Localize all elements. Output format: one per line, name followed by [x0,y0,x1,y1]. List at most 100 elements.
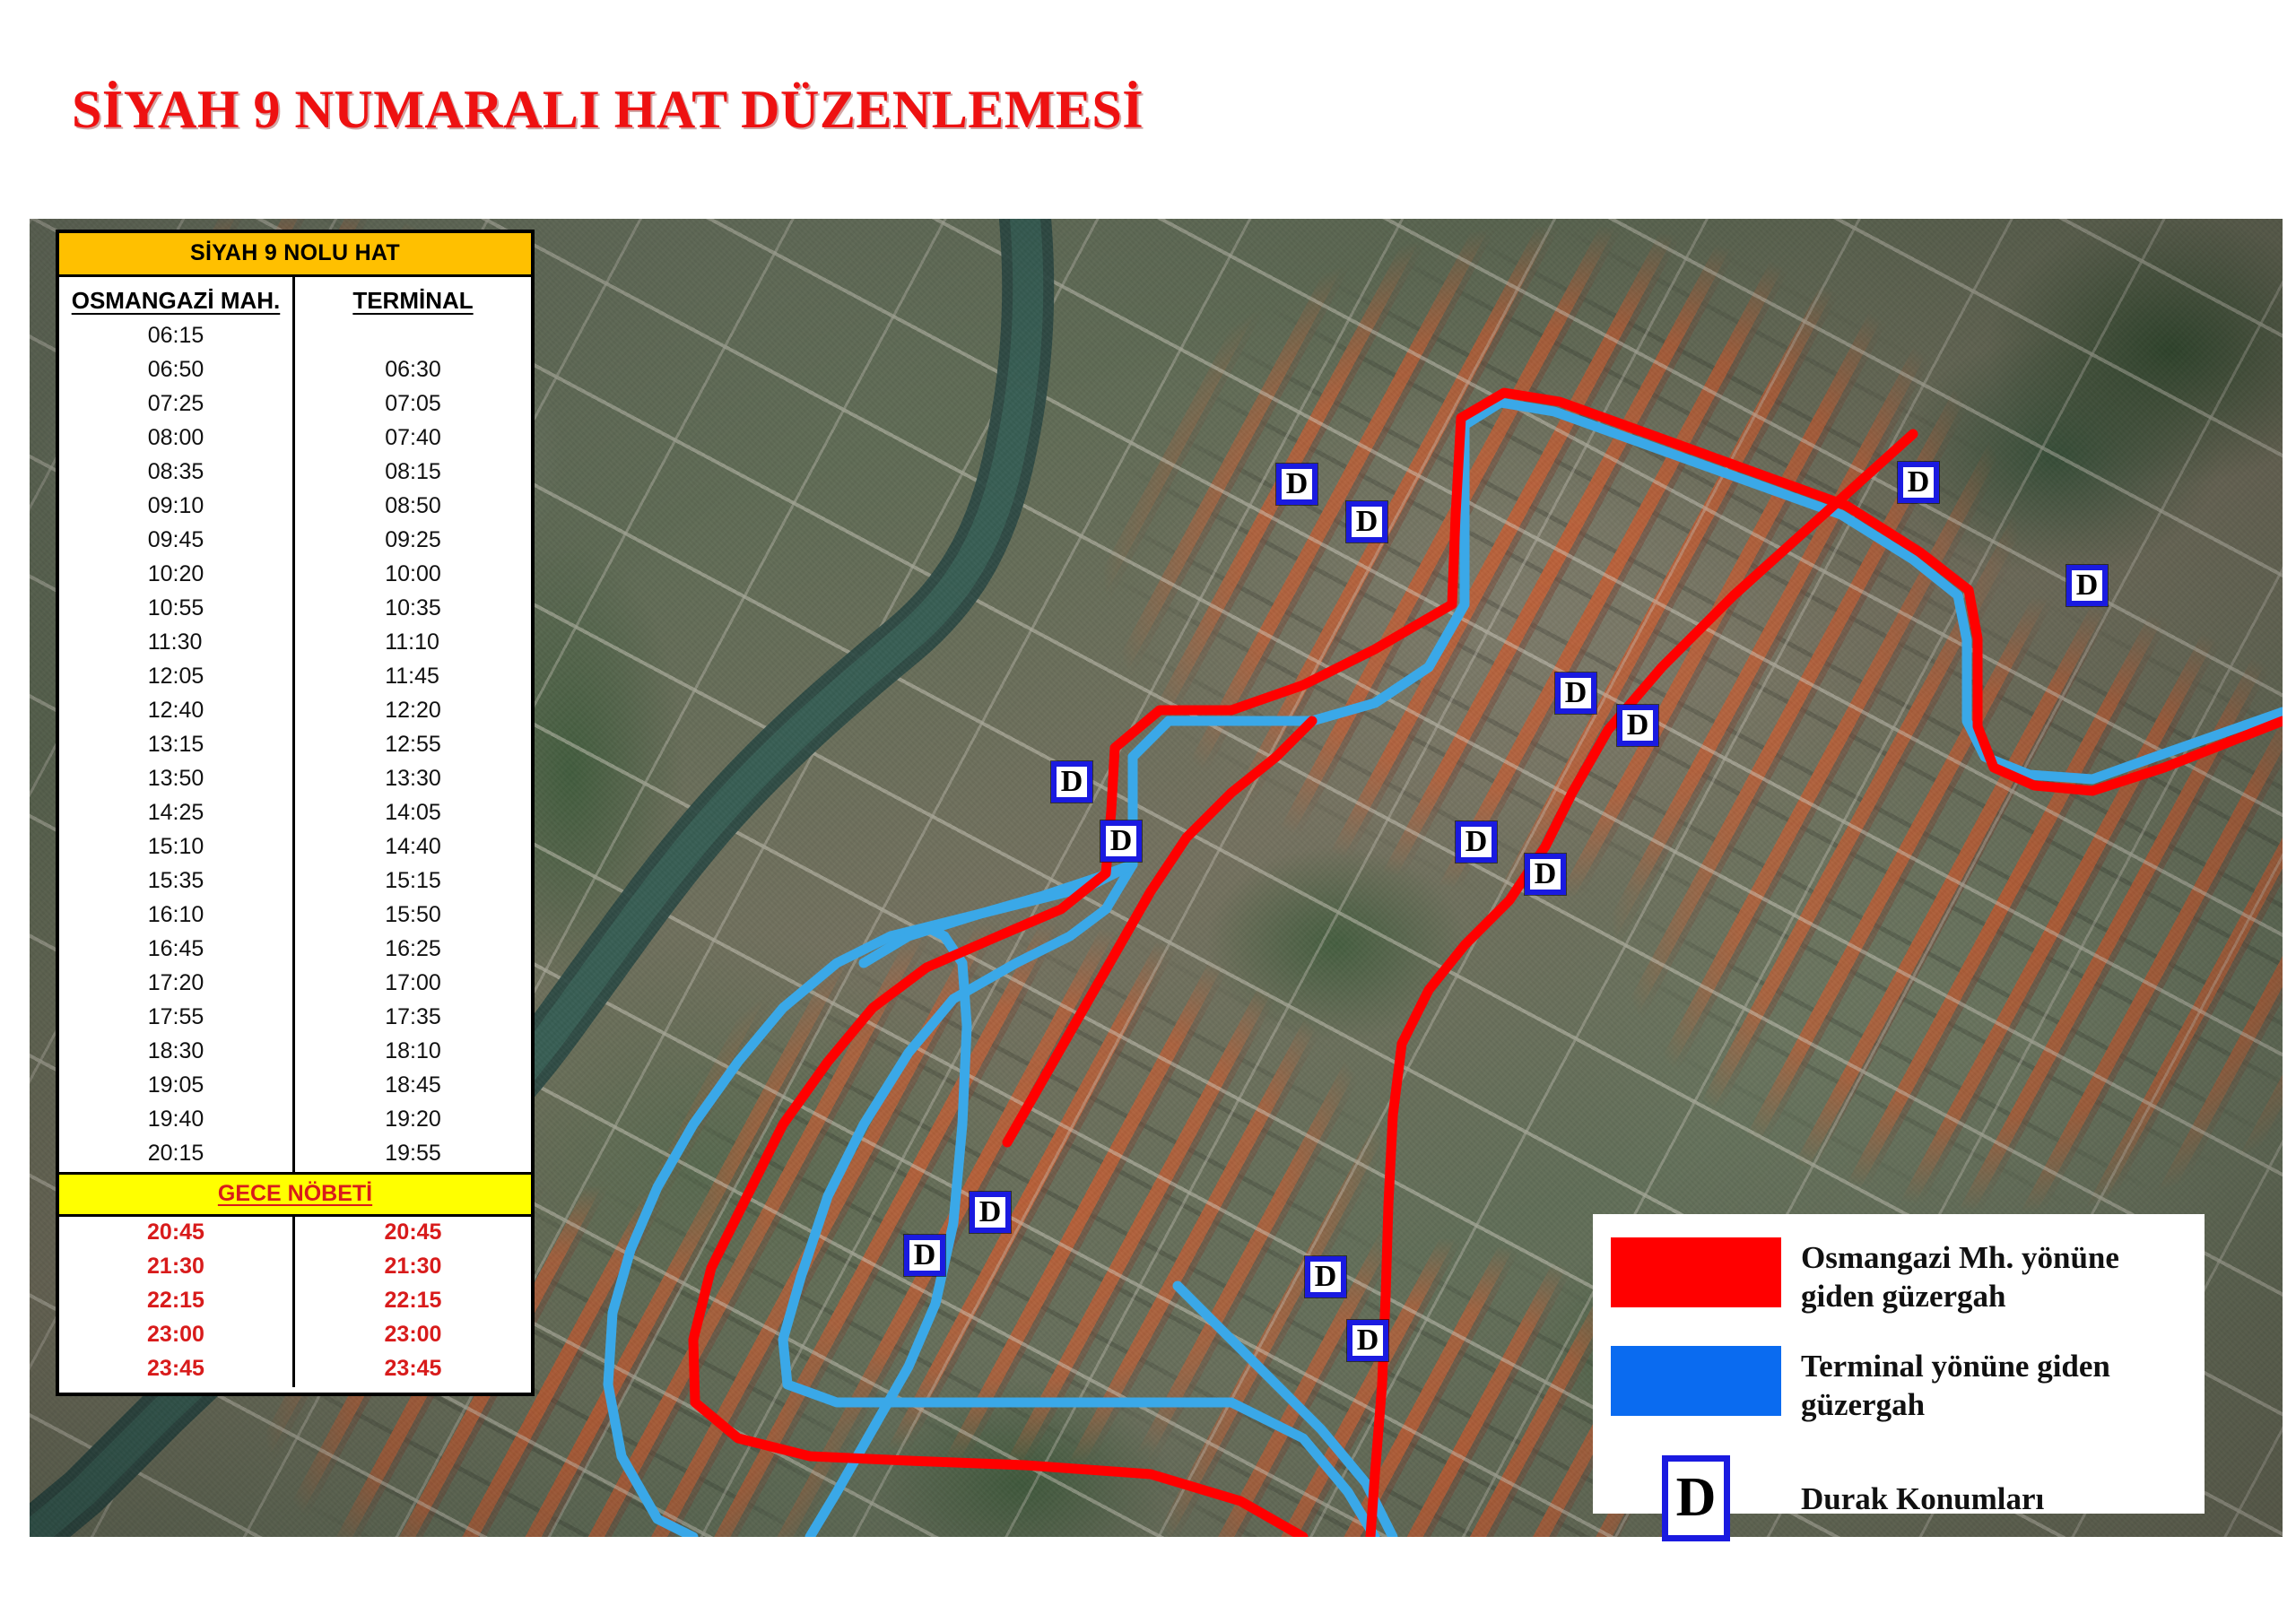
timetable-cell: 23:00 [147,1322,204,1347]
timetable-cell: 21:30 [384,1254,442,1279]
timetable-cell: 21:30 [147,1254,204,1279]
night-column-osmangazi: 20:45 21:30 22:15 23:00 23:45 [59,1217,295,1387]
legend-row-osmangazi: Osmangazi Mh. yönüne giden güzergah [1593,1237,2205,1315]
timetable-cell: 08:50 [385,493,441,518]
night-cells-osmangazi: 20:45 21:30 22:15 23:00 23:45 [147,1217,204,1387]
timetable-cell: 16:10 [147,902,204,927]
timetable-cell: 08:15 [385,459,441,484]
bus-stop-marker[interactable]: D [1617,705,1658,746]
timetable-bottom-padding [59,1387,531,1393]
bus-stop-marker[interactable]: D [1555,673,1596,714]
timetable-cell: 16:25 [385,936,441,961]
timetable-cells-terminal: 06:30 07:05 07:40 08:15 08:50 09:25 10:00 10:35… [385,320,441,1172]
night-column-terminal: 20:45 21:30 22:15 23:00 23:45 [295,1217,531,1387]
column-header-osmangazi: OSMANGAZİ MAH. [71,287,281,314]
timetable-cell: 17:55 [147,1004,204,1029]
timetable-cell: 07:05 [385,391,441,416]
timetable-cell: 20:45 [384,1219,442,1245]
timetable-cell: 20:45 [147,1219,204,1245]
timetable-cell: 19:55 [385,1141,441,1166]
timetable-cell: 09:25 [385,527,441,552]
timetable-cell: 08:00 [147,425,204,450]
timetable-column-osmangazi: OSMANGAZİ MAH. 06:15 06:50 07:25 08:00 08:35… [59,277,295,1172]
timetable-cell: 15:15 [385,868,441,893]
timetable-cell: 17:20 [147,970,204,995]
route-line-osmangazi [1447,387,2283,796]
timetable-cell: 06:30 [385,357,441,382]
bus-stop-marker[interactable]: D [1276,464,1318,505]
night-cells-terminal: 20:45 21:30 22:15 23:00 23:45 [385,1217,442,1387]
timetable-cell: 10:00 [385,561,441,586]
legend-label-terminal: Terminal yönüne giden güzergah [1801,1349,2110,1423]
bus-stop-marker[interactable]: D [1305,1256,1346,1298]
timetable-cell: 14:25 [147,800,204,825]
bus-stop-marker[interactable]: D [970,1192,1011,1233]
timetable-cells-osmangazi: 06:15 06:50 07:25 08:00 08:35 09:10 09:45 10:20… [148,320,204,1172]
timetable-cell: 23:45 [384,1356,442,1381]
timetable-cell: 22:15 [147,1288,204,1313]
page-title: SİYAH 9 NUMARALI HAT DÜZENLEMESİ [72,80,1144,139]
bus-stop-d-icon: D [1662,1454,1730,1541]
timetable-cell: 06:50 [147,357,204,382]
timetable-grid: OSMANGAZİ MAH. 06:15 06:50 07:25 08:00 08:35… [59,277,531,1172]
timetable-cell: 07:40 [385,425,441,450]
timetable-cell: 15:10 [147,834,204,859]
timetable-cell: 18:30 [147,1038,204,1063]
timetable-cell: 22:15 [384,1288,442,1313]
timetable-cell: 15:35 [147,868,204,893]
timetable-cell: 10:35 [385,595,441,621]
night-section-title: GECE NÖBETİ [59,1172,531,1217]
column-header-terminal: TERMİNAL [352,287,474,314]
timetable-cell: 19:20 [385,1107,441,1132]
timetable-cell: 17:00 [385,970,441,995]
bus-stop-marker[interactable]: D [1525,854,1566,895]
timetable-cell: 13:15 [147,732,204,757]
timetable-title: SİYAH 9 NOLU HAT [59,233,531,277]
timetable-cell: 19:05 [147,1072,204,1098]
legend-label-osmangazi: Osmangazi Mh. yönüne giden güzergah [1801,1240,2119,1314]
timetable-cell: 11:10 [385,629,439,655]
legend-swatch-blue-icon [1611,1346,1781,1417]
timetable-cell: 16:45 [147,936,204,961]
timetable-cell [385,320,441,354]
bus-stop-marker[interactable]: D [1051,761,1092,803]
timetable-cell: 14:05 [385,800,441,825]
bus-stop-marker[interactable]: D [1898,462,1939,503]
night-grid: 20:45 21:30 22:15 23:00 23:45 20:45 21:30 22:1… [59,1217,531,1387]
timetable-cell: 12:40 [147,698,204,723]
timetable-cell: 14:40 [385,834,441,859]
legend-row-stops: D Durak Konumları [1593,1454,2205,1541]
bus-stop-marker[interactable]: D [1346,501,1387,542]
timetable-cell: 11:30 [147,629,203,655]
timetable-cell: 12:20 [385,698,441,723]
timetable-cell: 13:30 [385,766,441,791]
timetable-cell: 06:15 [147,323,204,348]
bus-stop-marker[interactable]: D [1347,1320,1388,1361]
legend-panel: Osmangazi Mh. yönüne giden güzergah Term… [1593,1214,2205,1541]
timetable-cell: 10:55 [147,595,204,621]
timetable-column-terminal: TERMİNAL 06:30 07:05 07:40 08:15 08:50 09:25 1… [295,277,531,1172]
timetable-cell: 12:05 [147,664,204,689]
timetable-cell: 23:45 [147,1356,204,1381]
timetable-cell: 17:35 [385,1004,441,1029]
timetable-cell: 12:55 [385,732,441,757]
timetable-cell: 18:45 [385,1072,441,1098]
bus-route-overlay [603,387,2283,1537]
timetable-cell: 23:00 [384,1322,442,1347]
timetable-cell: 20:15 [147,1141,204,1166]
timetable-cell: 19:40 [147,1107,204,1132]
timetable-panel: SİYAH 9 NOLU HAT OSMANGAZİ MAH. 06:15 06:… [56,230,535,1396]
timetable-cell: 18:10 [385,1038,441,1063]
bus-stop-marker[interactable]: D [1456,821,1497,863]
legend-row-terminal: Terminal yönüne giden güzergah [1593,1346,2205,1424]
bus-stop-marker[interactable]: D [1100,820,1142,862]
legend-label-stops: Durak Konumları [1801,1480,2045,1516]
timetable-cell: 10:20 [147,561,204,586]
timetable-cell: 11:45 [385,664,439,689]
timetable-cell: 13:50 [147,766,204,791]
bus-stop-marker[interactable]: D [2066,565,2108,606]
bus-stop-marker[interactable]: D [904,1235,945,1276]
timetable-cell: 08:35 [147,459,204,484]
legend-swatch-red-icon [1611,1237,1781,1307]
timetable-cell: 09:10 [147,493,204,518]
